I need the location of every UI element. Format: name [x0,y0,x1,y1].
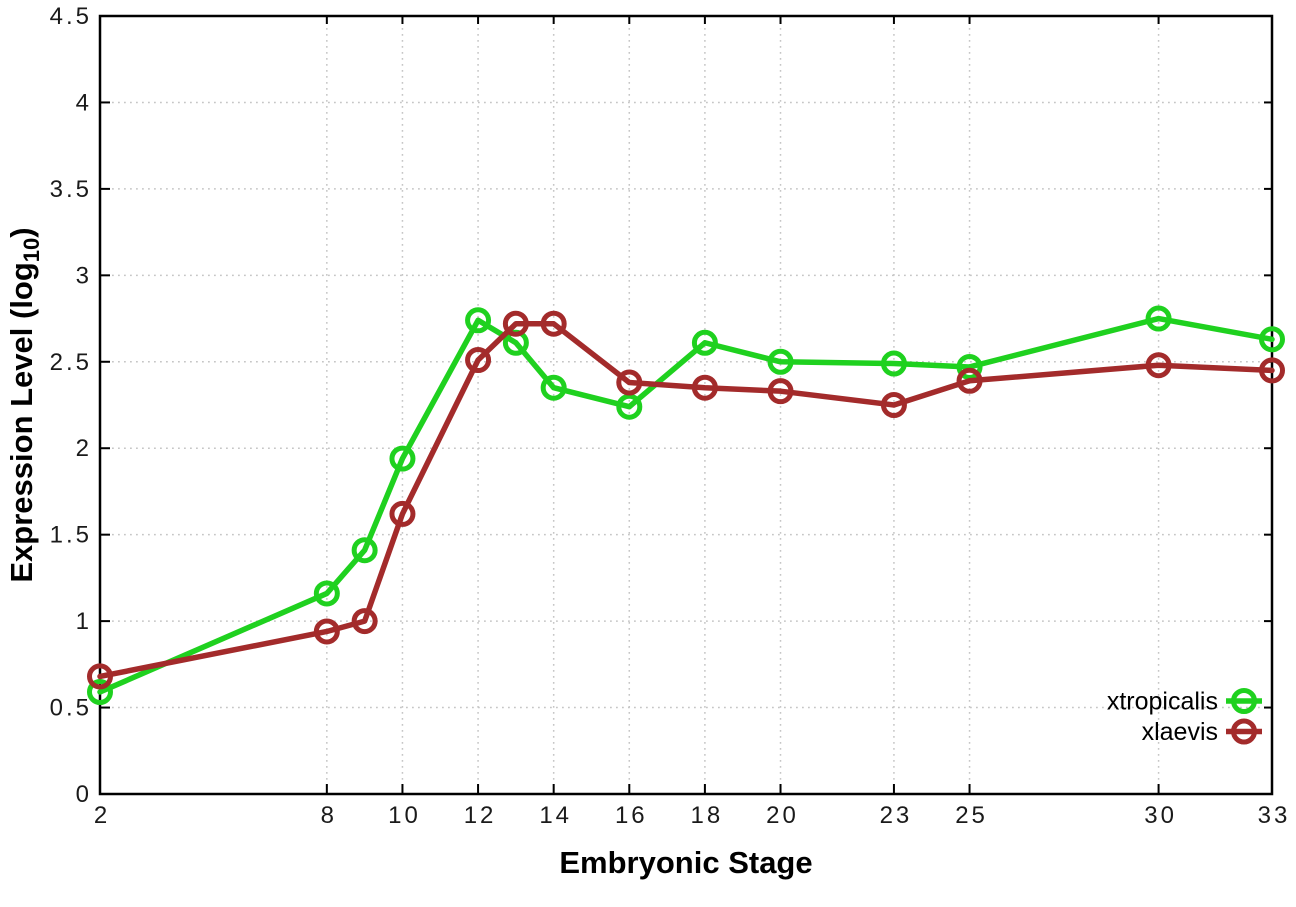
y-axis-label-close: ) [4,227,39,237]
y-tick-label-3: 3 [76,262,92,289]
y-axis-label-base: Expression Level (log [4,262,39,582]
marker-xlaevis-stage-25 [956,367,983,394]
marker-xtropicalis-stage-14 [540,374,567,401]
marker-xlaevis-stage-2 [87,663,113,690]
marker-xtropicalis-stage-10 [389,445,416,472]
x-tick-label-30: 30 [1144,802,1177,829]
marker-xlaevis-stage-12 [465,347,492,374]
series-xlaevis [87,310,1285,690]
y-tick-label-2: 2 [76,435,92,462]
plot-border [98,14,1274,796]
y-tick-label-4.5: 4.5 [50,3,92,30]
tick-labels: 2 8 10 12 14 16 18 20 23 25 30 33 0 0.5 1 1.5 2 2.5 3 3.5 4 4… [50,3,1291,829]
x-tick-label-12: 12 [464,802,497,829]
y-axis-label: Expression Level (log10) [4,227,44,582]
marker-xtropicalis-stage-33 [1259,326,1285,353]
marker-xlaevis-stage-30 [1145,352,1172,379]
marker-xtropicalis-stage-12 [465,307,492,334]
marker-xtropicalis-stage-18 [691,329,718,356]
x-tick-label-16: 16 [615,802,648,829]
legend-row-xlaevis: xlaevis [1142,718,1262,746]
marker-xlaevis-stage-16 [616,369,643,396]
series-line-xtropicalis [97,315,1275,695]
marker-xtropicalis-stage-25 [956,353,983,380]
y-tick-label-0: 0 [76,781,92,808]
x-tick-label-2: 2 [94,802,110,829]
marker-xlaevis-stage-8 [313,618,340,645]
legend-label-xtropicalis: xtropicalis [1107,688,1218,716]
marker-xtropicalis-stage-9 [351,537,378,564]
marker-xtropicalis-stage-16 [616,393,643,420]
y-tick-label-0.5: 0.5 [50,695,92,722]
series-xtropicalis [87,305,1285,705]
y-tick-label-4: 4 [76,89,92,116]
marker-xlaevis-stage-14 [540,310,567,337]
series-line-xlaevis [97,320,1275,680]
x-tick-label-14: 14 [539,802,572,829]
y-tick-label-1.5: 1.5 [50,522,92,549]
marker-xtropicalis-stage-20 [767,348,794,375]
x-tick-label-33: 33 [1258,802,1291,829]
legend-sample-marker-xtropicalis [1231,688,1257,714]
marker-xlaevis-stage-9 [351,608,378,635]
x-tick-label-18: 18 [691,802,724,829]
legend-row-xtropicalis: xtropicalis [1107,688,1262,716]
x-tick-label-8: 8 [321,802,337,829]
y-tick-label-3.5: 3.5 [50,176,92,203]
marker-xtropicalis-stage-8 [313,580,340,607]
marker-xtropicalis-stage-2 [87,678,113,705]
marker-xlaevis-stage-18 [691,374,718,401]
marker-xtropicalis-stage-23 [880,350,907,377]
y-axis-label-sub: 10 [19,238,44,262]
x-axis-label: Embryonic Stage [559,845,812,880]
marker-xlaevis-stage-33 [1259,357,1285,384]
x-tick-label-10: 10 [388,802,421,829]
axis-ticks [99,15,1273,795]
x-tick-label-23: 23 [880,802,913,829]
marker-xlaevis-stage-20 [767,378,794,405]
marker-xtropicalis-stage-30 [1145,305,1172,332]
x-tick-label-20: 20 [766,802,799,829]
marker-xlaevis-stage-13 [502,310,529,337]
y-tick-label-1: 1 [76,608,92,635]
legend-label-xlaevis: xlaevis [1142,718,1218,746]
y-tick-label-2.5: 2.5 [50,349,92,376]
marker-xlaevis-stage-23 [880,392,907,418]
x-tick-label-25: 25 [955,802,988,829]
legend-sample-marker-xlaevis [1231,718,1257,745]
marker-xlaevis-stage-10 [389,500,416,527]
gridlines [100,16,1272,794]
